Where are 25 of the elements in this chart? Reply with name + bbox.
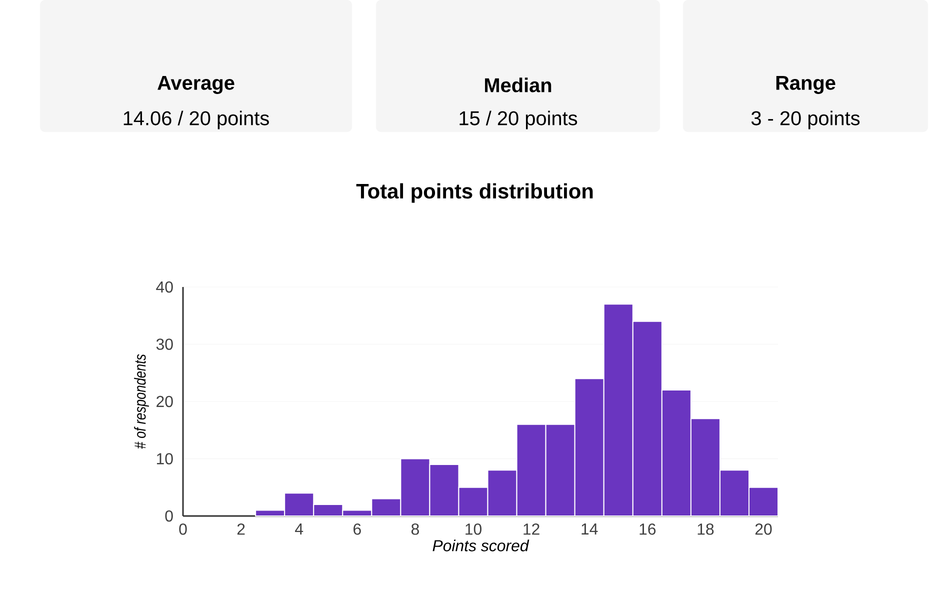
x-tick-label: 14: [582, 524, 598, 534]
chart-title: Total points distribution: [356, 183, 593, 203]
x-tick-label: 8: [411, 524, 419, 535]
text: 3 - 20 points: [751, 110, 860, 130]
x-tick-label: 2: [237, 524, 245, 535]
text: Range: [776, 76, 836, 94]
text: Median: [485, 78, 552, 92]
x-axis-title: Points scored: [432, 540, 530, 552]
text: 14.06 / 20 points: [124, 110, 269, 130]
x-tick-label: 18: [698, 524, 714, 535]
x-tick-label: 10: [466, 524, 482, 535]
x-tick-label: 6: [354, 524, 361, 535]
x-tick-label: 4: [295, 524, 304, 534]
y-tick-label: 10: [156, 453, 173, 464]
x-tick-label: 0: [179, 524, 187, 535]
x-tick-label: 20: [755, 524, 772, 535]
text: Average: [158, 76, 234, 94]
x-tick-label: 12: [524, 524, 540, 535]
y-tick-label: 40: [156, 281, 173, 293]
y-tick-label: 0: [165, 510, 173, 522]
y-tick-label: 20: [156, 396, 173, 408]
x-tick-label: 16: [640, 524, 656, 535]
y-axis-title: # of respondents: [134, 354, 149, 449]
y-tick-label: 30: [156, 338, 173, 350]
text: 15 / 20 points: [460, 110, 578, 130]
